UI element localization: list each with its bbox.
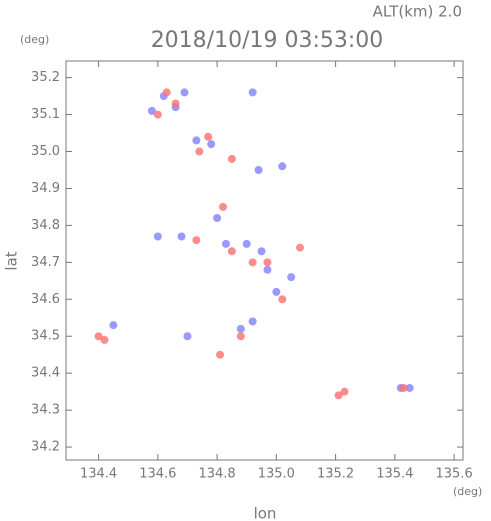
radar-echo bbox=[180, 88, 189, 97]
plot-frame bbox=[65, 60, 464, 461]
y-tick-label: 35.2 bbox=[31, 70, 60, 85]
radar-echo bbox=[399, 383, 408, 392]
y-unit: (deg) bbox=[20, 33, 49, 46]
x-tick-label: 135.4 bbox=[376, 467, 413, 482]
x-axis-label: lon bbox=[254, 505, 277, 521]
radar-echo bbox=[195, 147, 204, 156]
y-tick-label: 34.3 bbox=[31, 403, 60, 418]
radar-echo bbox=[94, 332, 103, 341]
radar-echo bbox=[254, 165, 263, 174]
y-tick-label: 35.0 bbox=[31, 144, 60, 159]
radar-echo bbox=[296, 243, 305, 252]
radar-echo bbox=[227, 247, 236, 256]
y-tick-label: 34.4 bbox=[31, 366, 60, 381]
y-tick-label: 34.7 bbox=[31, 255, 60, 270]
x-tick-label: 134.6 bbox=[139, 467, 176, 482]
radar-echo bbox=[227, 154, 236, 163]
radar-echo bbox=[340, 387, 349, 396]
y-tick-label: 34.5 bbox=[31, 329, 60, 344]
radar-echo bbox=[236, 332, 245, 341]
radar-echo bbox=[248, 258, 257, 267]
y-tick-label: 34.2 bbox=[31, 440, 60, 455]
x-tick-label: 135.0 bbox=[258, 467, 295, 482]
radar-echo bbox=[248, 88, 257, 97]
radar-echo bbox=[219, 202, 228, 211]
x-unit: (deg) bbox=[453, 485, 482, 498]
radar-echo bbox=[242, 239, 251, 248]
radar-echo bbox=[263, 265, 272, 274]
x-tick-label: 134.4 bbox=[80, 467, 117, 482]
x-tick-label: 135.6 bbox=[436, 467, 473, 482]
radar-echo bbox=[183, 332, 192, 341]
radar-echo bbox=[147, 106, 156, 115]
radar-echo bbox=[278, 295, 287, 304]
radar-echo bbox=[272, 287, 281, 296]
radar-echo bbox=[221, 239, 230, 248]
chart-title: 2018/10/19 03:53:00 bbox=[151, 28, 384, 53]
y-axis-label: lat bbox=[3, 251, 21, 270]
x-tick-label: 135.2 bbox=[317, 467, 354, 482]
radar-echo bbox=[263, 258, 272, 267]
header: ALT(km) 2.0 bbox=[373, 3, 462, 21]
radar-echo bbox=[171, 99, 180, 108]
y-tick-label: 34.9 bbox=[31, 181, 60, 196]
radar-echo bbox=[177, 232, 186, 241]
radar-echo bbox=[109, 321, 118, 330]
radar-echo bbox=[236, 324, 245, 333]
radar-echo bbox=[213, 214, 222, 223]
radar-echo bbox=[278, 162, 287, 171]
radar-echo bbox=[334, 391, 343, 400]
radar-echo bbox=[192, 136, 201, 145]
radar-echo bbox=[204, 132, 213, 141]
radar-echo bbox=[287, 273, 296, 282]
y-tick-label: 35.1 bbox=[31, 107, 60, 122]
radar-echo bbox=[257, 247, 266, 256]
y-tick-label: 34.6 bbox=[31, 292, 60, 307]
radar-echo bbox=[248, 317, 257, 326]
x-tick-label: 134.8 bbox=[198, 467, 235, 482]
radar-echo bbox=[216, 350, 225, 359]
radar-echo bbox=[207, 140, 216, 149]
radar-echo bbox=[153, 110, 162, 119]
radar-echo bbox=[405, 383, 414, 392]
y-tick-label: 34.8 bbox=[31, 218, 60, 233]
radar-echo bbox=[153, 232, 162, 241]
radar-echo bbox=[100, 335, 109, 344]
radar-echo bbox=[162, 88, 171, 97]
radar-echo bbox=[192, 236, 201, 245]
